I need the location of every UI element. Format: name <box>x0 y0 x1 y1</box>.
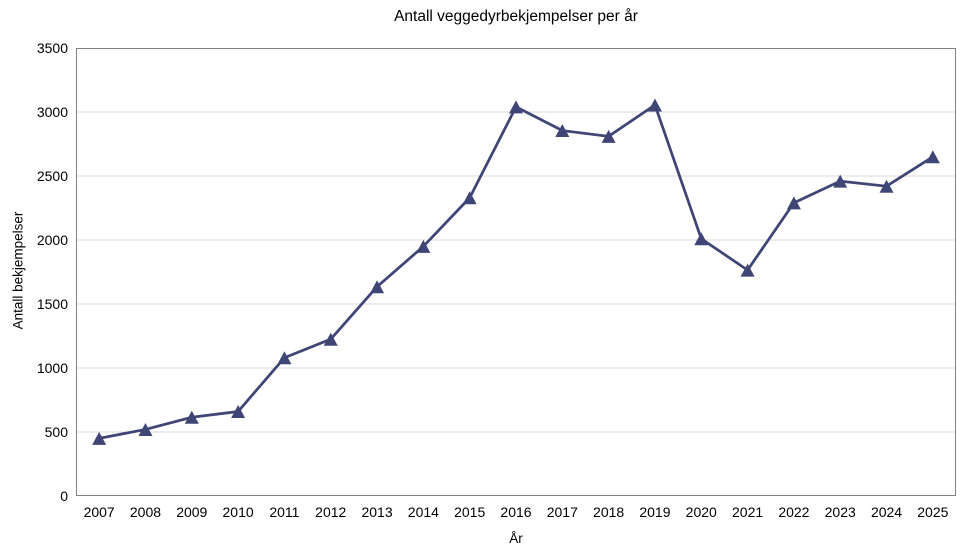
x-tick-label: 2008 <box>129 504 162 520</box>
x-tick-label: 2021 <box>732 504 764 520</box>
x-tick-label: 2014 <box>407 504 439 520</box>
data-point-marker <box>277 351 292 365</box>
data-point-marker <box>694 232 709 246</box>
chart-title: Antall veggedyrbekjempelser per år <box>394 8 638 25</box>
x-tick-label: 2012 <box>315 504 347 520</box>
x-tick-label: 2022 <box>778 504 810 520</box>
series-line <box>98 102 934 440</box>
data-point-marker <box>879 179 894 193</box>
y-tick-label: 1000 <box>36 360 68 376</box>
data-point-marker <box>555 124 570 138</box>
plot-area <box>76 48 956 496</box>
x-tick-label: 2020 <box>685 504 717 520</box>
data-point-marker <box>462 191 477 205</box>
x-tick-label: 2023 <box>824 504 856 520</box>
x-tick-label: 2016 <box>500 504 532 520</box>
data-point-marker <box>740 263 755 277</box>
data-point-marker <box>184 410 199 424</box>
x-tick-label: 2010 <box>222 504 254 520</box>
y-tick-label: 3000 <box>36 104 68 120</box>
y-tick-label: 1500 <box>36 296 68 312</box>
x-tick-label: 2013 <box>361 504 393 520</box>
y-axis-title: Antall bekjempelser <box>10 211 26 330</box>
x-tick-label: 2019 <box>639 504 671 520</box>
plot-border <box>76 48 956 496</box>
data-point-marker <box>786 196 801 210</box>
data-point-marker <box>92 431 107 445</box>
x-tick-label: 2015 <box>454 504 486 520</box>
y-tick-label: 0 <box>60 488 68 504</box>
x-tick-label: 2018 <box>593 504 625 520</box>
data-point-marker <box>370 280 385 294</box>
data-point-marker <box>231 405 246 419</box>
y-tick-label: 3500 <box>36 40 68 56</box>
x-tick-label: 2025 <box>917 504 949 520</box>
data-point-marker <box>833 174 848 188</box>
data-point-marker <box>416 239 431 253</box>
y-tick-label: 2500 <box>36 168 68 184</box>
x-axis-title: År <box>509 531 523 546</box>
x-tick-label: 2007 <box>83 504 115 520</box>
data-point-marker <box>925 150 940 164</box>
x-tick-label: 2024 <box>870 504 903 520</box>
y-tick-label: 2000 <box>36 232 68 248</box>
data-point-marker <box>138 422 153 436</box>
data-point-marker <box>323 332 338 346</box>
x-tick-label: 2011 <box>269 504 300 520</box>
data-point-marker <box>509 100 523 114</box>
x-tick-label: 2009 <box>176 504 208 520</box>
data-point-marker <box>601 129 616 143</box>
x-tick-label: 2017 <box>546 504 578 520</box>
y-tick-label: 500 <box>44 424 68 440</box>
data-point-marker <box>647 98 662 112</box>
